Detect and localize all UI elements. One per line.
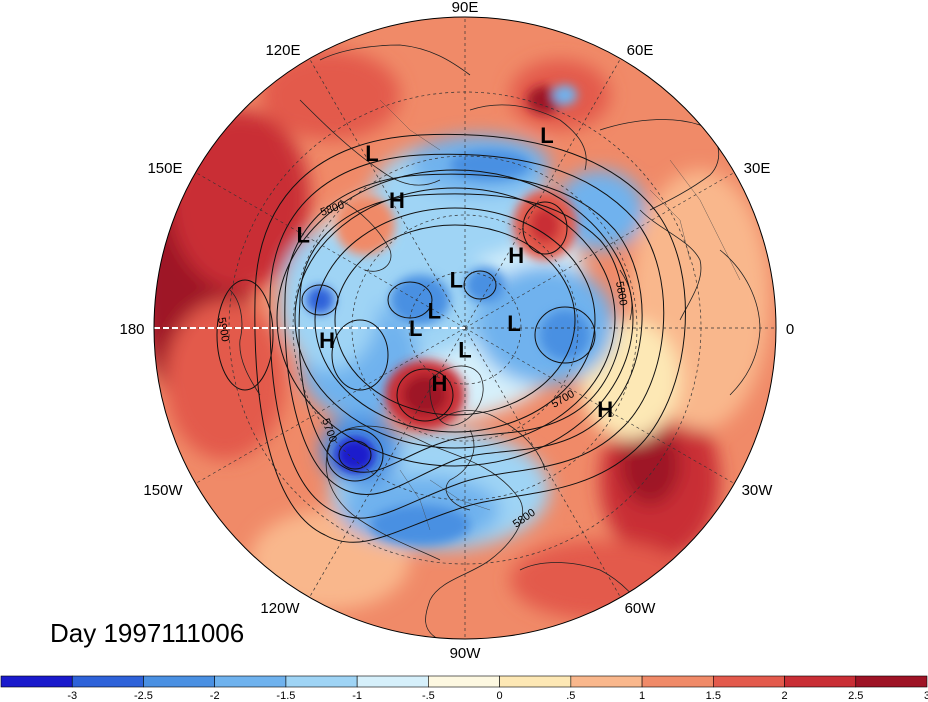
high-pressure-marker-12: H (597, 397, 613, 422)
high-pressure-marker-11: H (319, 328, 335, 353)
contour-label-5800-east: 5800 (613, 280, 629, 306)
colorbar-swatch-10 (713, 675, 785, 688)
colorbar-swatch-6 (428, 675, 500, 688)
meridian-150 (195, 172, 466, 329)
low-pressure-marker-6: L (428, 298, 441, 323)
low-pressure-marker-5: L (450, 268, 463, 293)
meridian-60 (464, 58, 621, 329)
colorbar-tick-label-8: 1 (639, 690, 645, 702)
lon-label-0: 0 (786, 321, 794, 338)
colorbar: -3 -2.5 -2 -1.5 -1 -.5 0 .5 1 1.5 2 2.5 3 (0, 675, 928, 702)
meridian-240 (309, 327, 466, 598)
lon-label-60e: 60E (627, 42, 654, 59)
colorbar-tick-label-10: 2 (781, 690, 787, 702)
map-title: Day 1997111006 (50, 618, 245, 648)
longitude-labels: 90E 60E 30E 0 30W 60W 90W 120W 150W 180 … (119, 0, 794, 662)
high-pressure-marker-1: H (389, 188, 405, 213)
lon-label-180: 180 (119, 321, 144, 338)
colorbar-tick-label-6: 0 (497, 690, 503, 702)
lon-label-150w: 150W (143, 482, 183, 499)
lon-label-30e: 30E (744, 160, 771, 177)
low-pressure-marker-0: L (365, 141, 378, 166)
contour-label-5900-west: 5900 (215, 316, 231, 342)
meridian-30 (464, 172, 735, 329)
lon-label-120e: 120E (265, 42, 300, 59)
colorbar-swatch-2 (143, 675, 215, 688)
colorbar-tick-label-9: 1.5 (706, 690, 721, 702)
meridian-330 (464, 327, 735, 484)
low-pressure-marker-3: L (540, 123, 553, 148)
meridian-300 (464, 327, 621, 598)
colorbar-swatch-8 (570, 675, 643, 688)
meridian-210 (195, 327, 466, 484)
lon-label-90e: 90E (452, 0, 479, 16)
colorbar-tick-label-1: -2.5 (134, 690, 153, 702)
colorbar-swatch-3 (214, 675, 287, 688)
high-pressure-marker-4: H (508, 243, 524, 268)
lon-label-30w: 30W (742, 482, 774, 499)
height-contours (216, 133, 686, 543)
lon-label-120w: 120W (260, 600, 300, 617)
map-boundary (153, 16, 777, 640)
colorbar-swatch-4 (285, 675, 358, 688)
colorbar-swatch-11 (784, 675, 857, 688)
low-pressure-marker-7: L (409, 316, 422, 341)
colorbar-tick-label-2: -2 (210, 690, 220, 702)
colorbar-swatch-1 (71, 675, 144, 688)
low-pressure-marker-2: L (296, 223, 309, 248)
colorbar-tick-label-11: 2.5 (848, 690, 863, 702)
lon-label-60w: 60W (625, 600, 657, 617)
colorbar-swatch-5 (356, 675, 429, 688)
low-pressure-marker-8: L (507, 311, 520, 336)
colorbar-swatch-9 (641, 675, 714, 688)
high-pressure-marker-10: H (432, 371, 448, 396)
colorbar-tick-label-5: -.5 (422, 690, 435, 702)
colorbar-swatch-12 (855, 675, 928, 688)
lon-label-150e: 150E (147, 160, 182, 177)
low-pressure-marker-9: L (458, 338, 471, 363)
colorbar-swatch-0 (0, 675, 73, 688)
colorbar-swatch-7 (499, 675, 572, 688)
meridian-lines (154, 17, 776, 639)
colorbar-tick-label-4: -1 (352, 690, 362, 702)
colorbar-tick-label-7: .5 (566, 690, 575, 702)
lon-label-90w: 90W (450, 645, 482, 662)
colorbar-tick-label-0: -3 (67, 690, 77, 702)
colorbar-tick-label-3: -1.5 (276, 690, 295, 702)
meridian-120 (309, 58, 466, 329)
colorbar-tick-label-12: 3 (924, 690, 928, 702)
